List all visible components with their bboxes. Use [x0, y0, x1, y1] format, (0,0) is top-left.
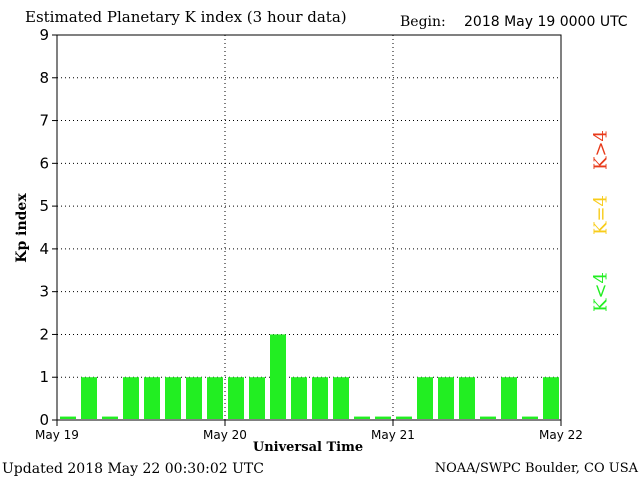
- kp-bar: [291, 377, 307, 419]
- y-tick-label: 0: [39, 411, 49, 429]
- y-axis-label: Kp index: [14, 193, 30, 263]
- updated-timestamp: Updated 2018 May 22 00:30:02 UTC: [2, 461, 264, 477]
- kp-bar: [249, 377, 265, 419]
- y-tick-label: 2: [39, 325, 49, 343]
- kp-bar: [270, 334, 286, 419]
- kp-bar: [207, 377, 223, 419]
- x-tick-label: May 20: [203, 428, 247, 442]
- legend-k-greater-than-4: K>4: [590, 130, 612, 170]
- kp-bar: [123, 377, 139, 419]
- legend-k-less-than-4: K<4: [590, 272, 612, 312]
- x-axis-label: Universal Time: [252, 440, 364, 455]
- plot-frame: [56, 34, 562, 421]
- x-tick-label: May 22: [539, 428, 583, 442]
- kp-bar: [186, 377, 202, 419]
- kp-bar: [438, 377, 454, 419]
- kp-bar: [522, 416, 538, 419]
- chart-title: Estimated Planetary K index (3 hour data…: [25, 8, 347, 26]
- kp-bar: [81, 377, 97, 419]
- y-tick-label: 8: [39, 69, 49, 87]
- y-tick-label: 3: [39, 283, 49, 301]
- kp-bar: [459, 377, 475, 419]
- kp-bar: [60, 416, 76, 419]
- kp-bar: [144, 377, 160, 419]
- kp-bar: [333, 377, 349, 419]
- kp-bar: [480, 416, 496, 419]
- kp-bar: [102, 416, 118, 419]
- kp-bar: [543, 377, 559, 419]
- kp-bar: [312, 377, 328, 419]
- begin-value: 2018 May 19 0000 UTC: [464, 14, 628, 30]
- kp-bar: [417, 377, 433, 419]
- kp-bar: [375, 416, 391, 419]
- y-tick-label: 9: [39, 26, 49, 44]
- kp-bar: [396, 416, 412, 419]
- y-tick-label: 4: [39, 240, 49, 258]
- y-tick-label: 7: [39, 112, 49, 130]
- kp-bar: [228, 377, 244, 419]
- source-credit: NOAA/SWPC Boulder, CO USA: [434, 461, 638, 476]
- x-tick-label: May 19: [35, 428, 79, 442]
- x-tick-label: May 21: [371, 428, 415, 442]
- legend-k-equals-4: K=4: [590, 195, 612, 235]
- kp-bar: [165, 377, 181, 419]
- y-tick-label: 6: [39, 154, 49, 172]
- y-tick-label: 5: [39, 197, 49, 215]
- kp-bar: [354, 416, 370, 419]
- begin-label: Begin:: [400, 14, 446, 30]
- y-tick-label: 1: [39, 368, 49, 386]
- kp-bar: [501, 377, 517, 419]
